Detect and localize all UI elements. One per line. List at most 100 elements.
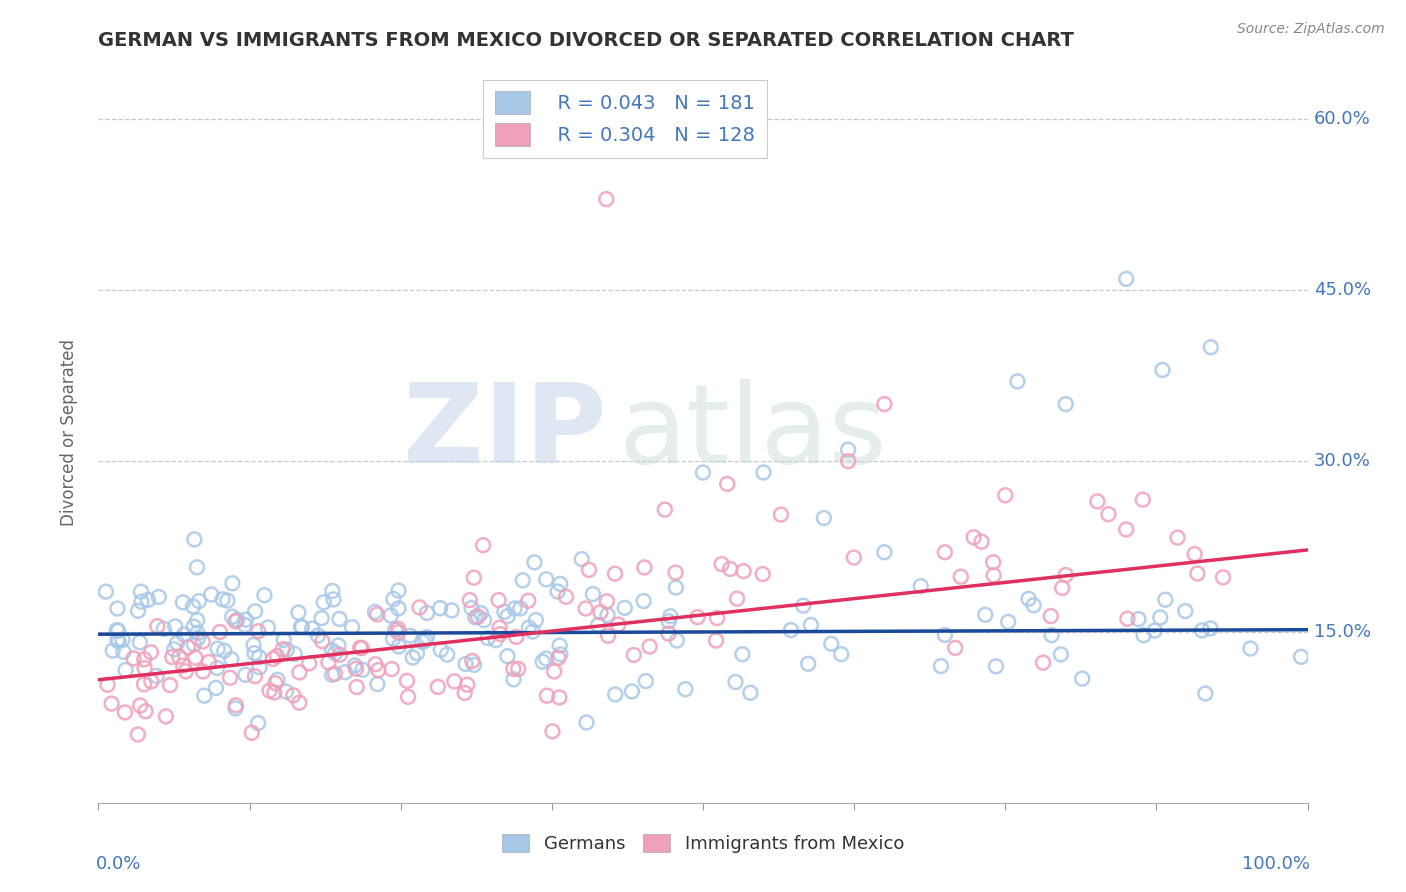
Point xyxy=(488,621,510,635)
Point xyxy=(350,640,373,655)
Point xyxy=(381,662,404,676)
Point xyxy=(276,642,298,657)
Point xyxy=(638,640,661,654)
Point xyxy=(461,654,484,668)
Point xyxy=(548,639,571,653)
Point xyxy=(970,534,993,549)
Point xyxy=(323,646,346,660)
Point xyxy=(454,657,477,671)
Point xyxy=(259,683,281,698)
Point xyxy=(111,632,134,647)
Point xyxy=(634,674,657,689)
Point xyxy=(460,601,482,615)
Point xyxy=(247,624,270,639)
Point xyxy=(129,584,152,599)
Point xyxy=(531,655,554,669)
Point xyxy=(217,593,239,607)
Point xyxy=(1040,628,1063,642)
Point xyxy=(380,608,402,623)
Point xyxy=(547,584,569,599)
Point xyxy=(291,620,314,634)
Point xyxy=(226,613,249,627)
Point xyxy=(596,594,619,608)
Point xyxy=(328,612,350,626)
Point xyxy=(1097,507,1119,521)
Point xyxy=(575,715,598,730)
Point xyxy=(458,593,481,607)
Point xyxy=(575,601,598,615)
Point xyxy=(550,648,572,662)
Point xyxy=(496,649,519,664)
Point xyxy=(198,655,221,669)
Point xyxy=(983,568,1005,582)
Point xyxy=(387,601,409,615)
Point xyxy=(146,619,169,633)
Point xyxy=(665,633,688,648)
Point xyxy=(262,652,284,666)
Point xyxy=(548,690,571,705)
Point xyxy=(1054,568,1077,582)
Point xyxy=(509,601,531,615)
Point xyxy=(1050,648,1073,662)
Point xyxy=(598,629,620,643)
Point xyxy=(571,552,593,566)
Point xyxy=(107,601,129,615)
Point xyxy=(406,646,429,660)
Point xyxy=(288,696,311,710)
Point xyxy=(243,669,266,683)
Point xyxy=(665,581,688,595)
Point xyxy=(443,674,465,689)
Point xyxy=(233,668,256,682)
Point xyxy=(318,656,340,670)
Point xyxy=(273,632,295,647)
Point xyxy=(193,689,215,703)
Point xyxy=(367,663,389,677)
Point xyxy=(1115,272,1137,286)
Point xyxy=(349,640,371,655)
Point xyxy=(436,648,458,662)
Point xyxy=(329,648,352,662)
Point xyxy=(800,618,823,632)
Point xyxy=(132,677,155,691)
Point xyxy=(396,690,419,704)
Point xyxy=(494,605,516,619)
Point xyxy=(384,623,406,637)
Point xyxy=(1116,612,1139,626)
Point xyxy=(994,488,1017,502)
Point xyxy=(731,647,754,661)
Legend: Germans, Immigrants from Mexico: Germans, Immigrants from Mexico xyxy=(495,827,911,861)
Point xyxy=(740,686,762,700)
Point xyxy=(155,709,177,723)
Point xyxy=(464,610,486,624)
Point xyxy=(453,686,475,700)
Point xyxy=(266,648,288,663)
Point xyxy=(1289,649,1312,664)
Point xyxy=(321,643,343,657)
Point xyxy=(502,673,524,687)
Point xyxy=(1194,686,1216,700)
Point xyxy=(247,650,270,665)
Point xyxy=(127,604,149,618)
Point xyxy=(873,397,896,411)
Point xyxy=(100,697,122,711)
Text: 45.0%: 45.0% xyxy=(1313,281,1371,299)
Point xyxy=(426,680,449,694)
Point xyxy=(263,685,285,699)
Text: 30.0%: 30.0% xyxy=(1313,452,1371,470)
Point xyxy=(463,571,485,585)
Point xyxy=(534,651,557,665)
Point xyxy=(686,610,709,624)
Point xyxy=(472,613,495,627)
Point xyxy=(181,599,204,614)
Point xyxy=(523,555,546,569)
Point xyxy=(321,668,343,682)
Point xyxy=(131,595,153,609)
Point xyxy=(387,583,409,598)
Point xyxy=(1071,672,1094,686)
Point xyxy=(107,632,129,647)
Point xyxy=(716,476,738,491)
Point xyxy=(1007,375,1029,389)
Point xyxy=(929,659,952,673)
Point xyxy=(1143,624,1166,638)
Point xyxy=(752,466,775,480)
